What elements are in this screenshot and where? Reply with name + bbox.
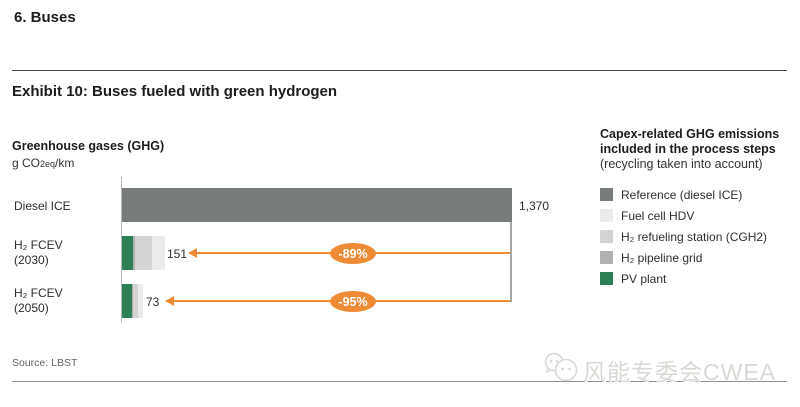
arrow-head-2050 [165, 296, 174, 306]
legend-swatch-h2-refueling-station [600, 230, 613, 243]
legend-title: Capex-related GHG emissions included in … [600, 127, 780, 156]
legend-label: Reference (diesel ICE) [621, 187, 743, 202]
chart-unit-label: g CO2eq/km [12, 156, 74, 170]
row-label-h2-fcev-2030: H₂ FCEV (2030) [14, 238, 63, 268]
reduction-badge-2050: -95% [330, 291, 376, 312]
arrow-head-2030 [188, 248, 197, 258]
reference-connector-line [510, 222, 512, 302]
legend-item-reference: Reference (diesel ICE) [600, 187, 788, 202]
legend-swatch-pv-plant [600, 272, 613, 285]
legend-item-pv-plant: PV plant [600, 271, 788, 286]
bar-segment-pv-plant [122, 284, 132, 318]
value-label-2050: 73 [146, 295, 160, 309]
legend-swatch-h2-pipeline-grid [600, 251, 613, 264]
bar-h2-fcev-2030 [122, 236, 166, 270]
unit-subscript: 2eq [40, 159, 56, 169]
top-divider [12, 70, 787, 71]
bar-segment-h-refueling-station-cgh2 [133, 284, 138, 318]
watermark-text: 风能专委会CWEA [583, 358, 776, 385]
legend-label: H₂ pipeline grid [621, 250, 703, 265]
source-note: Source: LBST [12, 357, 78, 369]
y-axis-line [121, 177, 122, 323]
bar-segment-h-pipeline-grid [133, 236, 135, 270]
value-label-2030: 151 [167, 247, 188, 261]
legend-item-h2-pipeline-grid: H₂ pipeline grid [600, 250, 788, 265]
value-label-diesel: 1,370 [519, 199, 550, 213]
row-label-line2: (2030) [14, 253, 49, 267]
unit-suffix: /km [55, 156, 75, 170]
watermark: 风能专委会CWEA [543, 351, 776, 388]
exhibit-title: Exhibit 10: Buses fueled with green hydr… [12, 83, 338, 100]
legend-swatch-fuel-cell-hdv [600, 209, 613, 222]
row-label-line2: (2050) [14, 301, 49, 315]
legend-subtitle: (recycling taken into account) [600, 157, 763, 171]
bar-h2-fcev-2050 [122, 284, 143, 318]
unit-prefix: g CO [12, 156, 41, 170]
legend-label: H₂ refueling station (CGH2) [621, 229, 768, 244]
bar-diesel-ice [122, 188, 512, 222]
legend-label: PV plant [621, 271, 667, 286]
wechat-icon [543, 351, 579, 388]
bar-segment-h-pipeline-grid [132, 284, 133, 318]
bar-segment-h-refueling-station-cgh2 [135, 236, 152, 270]
row-label-line1: H₂ FCEV [14, 286, 63, 300]
bar-segment-fuel-cell-hdv [138, 284, 143, 318]
legend: Capex-related GHG emissions included in … [600, 127, 788, 293]
legend-swatch-reference [600, 188, 613, 201]
reduction-badge-2030: -89% [330, 243, 376, 264]
bar-segment-reference-diesel-ice [122, 188, 512, 222]
bar-segment-pv-plant [122, 236, 133, 270]
page-title: 6. Buses [14, 9, 76, 26]
row-label-line1: H₂ FCEV [14, 238, 63, 252]
legend-item-fuel-cell-hdv: Fuel cell HDV [600, 208, 788, 223]
legend-item-h2-refueling-station: H₂ refueling station (CGH2) [600, 229, 788, 244]
row-label-diesel-ice: Diesel ICE [14, 199, 71, 213]
bar-segment-fuel-cell-hdv [152, 236, 165, 270]
legend-items: Reference (diesel ICE) Fuel cell HDV H₂ … [600, 187, 788, 286]
legend-label: Fuel cell HDV [621, 208, 695, 223]
row-label-h2-fcev-2050: H₂ FCEV (2050) [14, 286, 63, 316]
bottom-divider [12, 381, 787, 382]
chart-axis-title: Greenhouse gases (GHG) [12, 139, 165, 153]
